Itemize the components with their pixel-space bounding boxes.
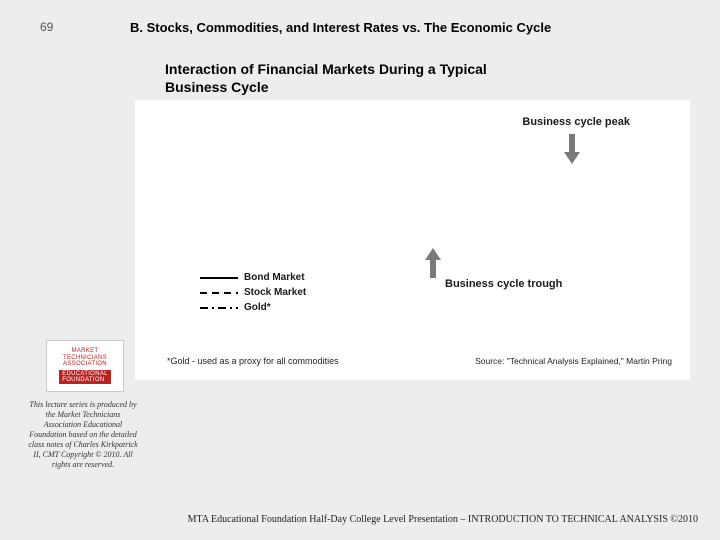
dashed-line-icon bbox=[200, 287, 238, 299]
chart-title: Interaction of Financial Markets During … bbox=[165, 60, 505, 96]
legend-label: Stock Market bbox=[244, 285, 306, 300]
legend-row-stock: Stock Market bbox=[200, 285, 306, 300]
credit-text: This lecture series is produced by the M… bbox=[28, 400, 138, 470]
solid-line-icon bbox=[200, 272, 238, 284]
legend-row-gold: Gold* bbox=[200, 300, 306, 315]
up-arrow-icon bbox=[425, 248, 441, 278]
source-citation: Source: "Technical Analysis Explained," … bbox=[475, 356, 672, 366]
footer-bar: MTA Educational Foundation Half-Day Coll… bbox=[0, 498, 720, 540]
legend-label: Bond Market bbox=[244, 270, 305, 285]
legend-label: Gold* bbox=[244, 300, 271, 315]
footer-text: MTA Educational Foundation Half-Day Coll… bbox=[188, 514, 698, 525]
section-heading: B. Stocks, Commodities, and Interest Rat… bbox=[130, 20, 700, 35]
dashdot-line-icon bbox=[200, 302, 238, 314]
logo-top-text: MARKET TECHNICIANS ASSOCIATION bbox=[63, 348, 107, 368]
down-arrow-icon bbox=[564, 134, 580, 164]
legend: Bond Market Stock Market Gold* bbox=[200, 270, 306, 315]
page-number: 69 bbox=[40, 20, 53, 34]
trough-label: Business cycle trough bbox=[445, 278, 562, 290]
mta-logo: MARKET TECHNICIANS ASSOCIATION EDUCATION… bbox=[46, 340, 124, 392]
chart-area: Business cycle peak Business cycle troug… bbox=[135, 100, 690, 380]
legend-row-bond: Bond Market bbox=[200, 270, 306, 285]
peak-label: Business cycle peak bbox=[522, 116, 630, 128]
logo-bottom-text: EDUCATIONAL FOUNDATION bbox=[59, 370, 111, 384]
footnote: *Gold - used as a proxy for all commodit… bbox=[167, 356, 339, 366]
